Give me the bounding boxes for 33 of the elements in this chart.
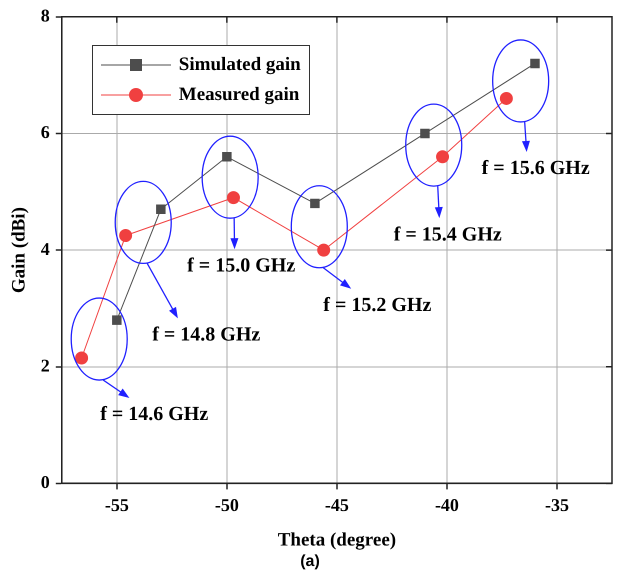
point: [420, 128, 430, 138]
y-tick-label: 0: [40, 472, 50, 492]
point: [119, 229, 132, 242]
annotation: f = 15.4 GHz: [394, 223, 502, 246]
point: [317, 244, 330, 257]
point: [500, 92, 513, 105]
point: [310, 198, 320, 208]
y-tick-label: 4: [40, 238, 50, 259]
text: (a): [300, 552, 320, 570]
legend-label: Measured gain: [178, 84, 300, 106]
y-tick-label: 8: [40, 5, 50, 26]
point: [222, 152, 232, 162]
x-tick-label: -55: [104, 494, 129, 515]
annotation: f = 14.6 GHz: [100, 403, 208, 426]
point: [226, 191, 240, 204]
annotation: f = 15.6 GHz: [482, 157, 590, 180]
annotation: f = 14.8 GHz: [152, 324, 260, 346]
annotation: f = 15.0 GHz: [187, 254, 296, 276]
point: [75, 352, 88, 364]
x-tick-label: -40: [434, 494, 459, 515]
x-tick-label: -50: [214, 494, 239, 515]
y-tick-label: 6: [40, 122, 50, 142]
x-axis-title: Theta (degree): [278, 529, 396, 550]
point: [436, 150, 450, 164]
annotation: f = 15.2 GHz: [323, 294, 432, 316]
point: [156, 204, 166, 214]
x-tick-label: -45: [324, 494, 349, 515]
x-tick-label: -35: [544, 494, 569, 515]
y-axis-title: Gain (dBi): [8, 207, 30, 294]
point: [112, 315, 122, 325]
point: [530, 58, 540, 68]
y-tick-label: 2: [40, 355, 50, 376]
legend-label: Simulated gain: [178, 54, 301, 76]
